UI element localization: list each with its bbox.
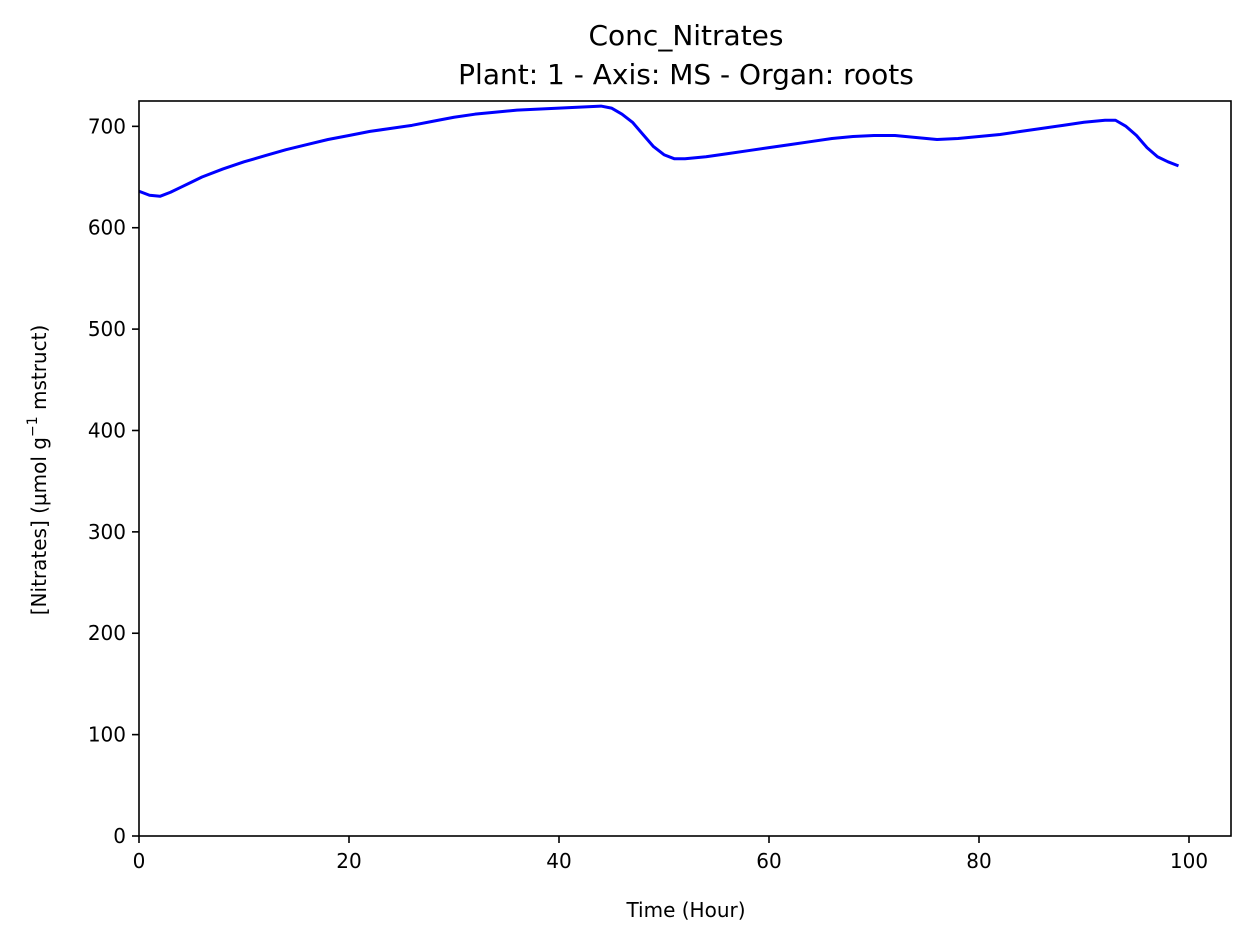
y-axis-label-superscript: −1	[25, 416, 41, 437]
y-tick-label: 400	[88, 418, 126, 442]
y-tick-label: 200	[88, 621, 126, 645]
x-axis-label: Time (Hour)	[625, 898, 745, 922]
y-tick-label: 100	[88, 723, 126, 747]
y-tick-label: 600	[88, 216, 126, 240]
x-axis: 0 20 40 60 80 100	[133, 836, 1208, 873]
y-axis-label-main: [Nitrates] (µmol g	[27, 437, 51, 615]
y-tick-label: 0	[113, 824, 126, 848]
y-axis-label-tail: mstruct)	[27, 325, 51, 417]
y-axis-label: [Nitrates] (µmol g−1 mstruct)	[25, 325, 51, 616]
y-tick-label: 300	[88, 520, 126, 544]
chart-title: Conc_Nitrates	[589, 19, 784, 52]
y-axis: 0 100 200 300 400 500 600 700	[88, 114, 139, 848]
y-tick-label: 700	[88, 114, 126, 138]
x-tick-label: 40	[546, 849, 571, 873]
x-tick-label: 0	[133, 849, 146, 873]
x-tick-label: 60	[756, 849, 781, 873]
x-tick-label: 20	[336, 849, 361, 873]
y-tick-label: 500	[88, 317, 126, 341]
axes-frame	[138, 100, 1232, 837]
series-line-0	[138, 104, 1180, 198]
chart-subtitle: Plant: 1 - Axis: MS - Organ: roots	[458, 58, 914, 91]
plot-area	[138, 104, 1180, 198]
x-tick-label: 80	[966, 849, 991, 873]
x-tick-label: 100	[1170, 849, 1208, 873]
